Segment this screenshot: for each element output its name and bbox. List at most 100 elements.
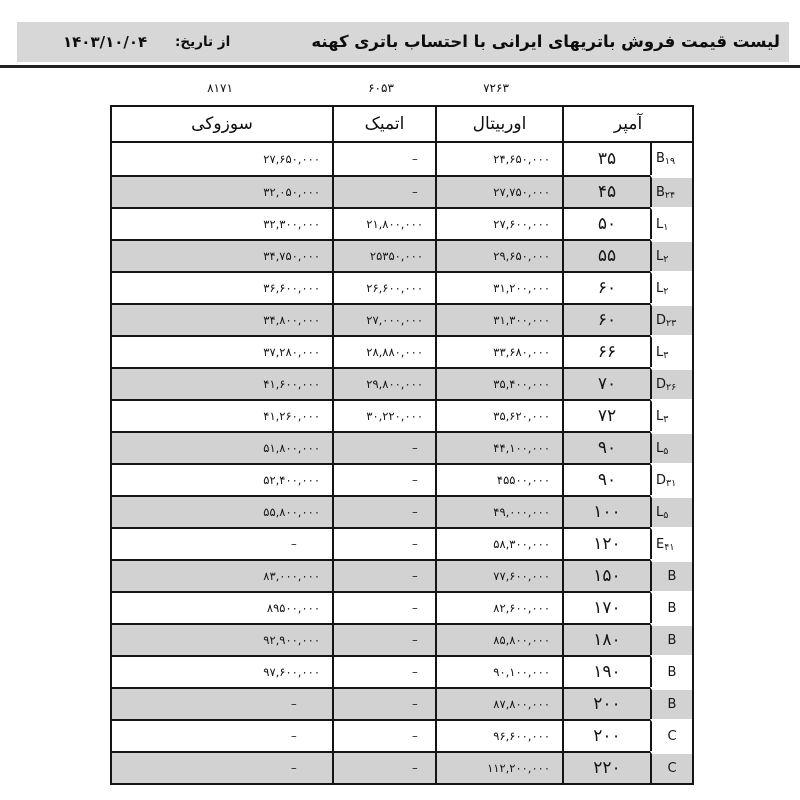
atomic-price-cell: – xyxy=(332,431,435,463)
table-row: B۱۹ ۳۵ ۲۴,۶۵۰,۰۰۰–۲۷,۶۵۰,۰۰۰ xyxy=(112,143,692,175)
battery-type-subscript: ۳ xyxy=(663,413,669,425)
battery-type-cell: L۵ xyxy=(650,495,692,527)
amp-value-cell: ۱۵۰ xyxy=(562,559,650,591)
table-row: B ۱۸۰ ۸۵,۸۰۰,۰۰۰–۹۲,۹۰۰,۰۰۰ xyxy=(112,623,692,655)
battery-type-subscript: ۱۹ xyxy=(664,156,676,167)
table-row: C ۲۲۰ ۱۱۲,۲۰۰,۰۰۰– – xyxy=(112,751,692,783)
battery-type-label: D۳۱ xyxy=(656,472,677,489)
table-row: B ۱۵۰ ۷۷,۶۰۰,۰۰۰–۸۳,۰۰۰,۰۰۰ xyxy=(112,559,692,591)
orbital-price-cell: ۹۰,۱۰۰,۰۰۰ xyxy=(435,655,562,687)
atomic-price-cell: – xyxy=(332,527,435,559)
orbital-column-code: ۷۲۶۳ xyxy=(483,81,509,95)
battery-type-subscript: ۲۴ xyxy=(664,189,676,201)
amp-value-cell: ۲۲۰ xyxy=(562,751,650,783)
battery-type-cell: L۵ xyxy=(650,431,692,463)
orbital-price-cell: ۵۸,۳۰۰,۰۰۰ xyxy=(435,527,562,559)
suzuki-column-code: ۸۱۷۱ xyxy=(207,81,233,95)
suzuki-price-cell: ۳۲,۰۵۰,۰۰۰ xyxy=(112,175,332,207)
suzuki-price-cell: – xyxy=(112,527,332,559)
battery-type-label: D۲۶ xyxy=(656,376,677,393)
table-row: L۳ ۷۲ ۳۵,۶۲۰,۰۰۰ ۳۰,۲۲۰,۰۰۰ ۴۱,۲۶۰,۰۰۰ xyxy=(112,399,692,431)
battery-type-cell: L۳ xyxy=(650,335,692,367)
battery-type-cell: L۲ xyxy=(650,271,692,303)
amp-value-cell: ۳۵ xyxy=(562,143,650,175)
amp-value-cell: ۵۰ xyxy=(562,207,650,239)
amp-value-cell: ۲۰۰ xyxy=(562,719,650,751)
orbital-price-cell: ۳۱,۲۰۰,۰۰۰ xyxy=(435,271,562,303)
header-divider xyxy=(0,65,800,68)
atomic-price-cell: – xyxy=(332,623,435,655)
atomic-price-cell: – xyxy=(332,495,435,527)
orbital-price-cell: ۸۵,۸۰۰,۰۰۰ xyxy=(435,623,562,655)
suzuki-price-cell: ۳۲,۳۰۰,۰۰۰ xyxy=(112,207,332,239)
table-row: D۲۶ ۷۰ ۳۵,۴۰۰,۰۰۰ ۲۹,۸۰۰,۰۰۰ ۴۱,۶۰۰,۰۰۰ xyxy=(112,367,692,399)
price-table: آمپر اوربیتال اتمیک سوزوکی B۱۹ ۳۵ ۲۴,۶۵۰,۰… xyxy=(110,105,694,785)
atomic-price-cell: ۲۹,۸۰۰,۰۰۰ xyxy=(332,367,435,399)
battery-type-label: L۲ xyxy=(656,280,669,297)
atomic-price-cell: – xyxy=(332,655,435,687)
battery-type-cell: L۳ xyxy=(650,399,692,431)
table-row: L۲ ۵۵ ۲۹,۶۵۰,۰۰۰ ۲۵۳۵۰,۰۰۰ ۳۴,۷۵۰,۰۰۰ xyxy=(112,239,692,271)
orbital-price-cell: ۸۲,۶۰۰,۰۰۰ xyxy=(435,591,562,623)
atomic-price-cell: ۲۶,۶۰۰,۰۰۰ xyxy=(332,271,435,303)
suzuki-price-cell: ۸۳,۰۰۰,۰۰۰ xyxy=(112,559,332,591)
amp-value-cell: ۶۰ xyxy=(562,271,650,303)
suzuki-price-cell: ۴۱,۲۶۰,۰۰۰ xyxy=(112,399,332,431)
battery-type-label: B xyxy=(667,697,677,712)
orbital-price-cell: ۳۱,۳۰۰,۰۰۰ xyxy=(435,303,562,335)
suzuki-price-cell: ۵۱,۸۰۰,۰۰۰ xyxy=(112,431,332,463)
battery-type-cell: B xyxy=(650,591,692,623)
amp-value-cell: ۶۰ xyxy=(562,303,650,335)
atomic-price-cell: ۳۰,۲۲۰,۰۰۰ xyxy=(332,399,435,431)
amp-value-cell: ۴۵ xyxy=(562,175,650,207)
atomic-price-cell: ۲۵۳۵۰,۰۰۰ xyxy=(332,239,435,271)
amp-value-cell: ۱۸۰ xyxy=(562,623,650,655)
battery-type-label: L۳ xyxy=(656,344,669,361)
table-header-row: آمپر اوربیتال اتمیک سوزوکی xyxy=(112,107,692,143)
atomic-price-cell: ۲۱,۸۰۰,۰۰۰ xyxy=(332,207,435,239)
battery-type-label: C xyxy=(667,761,677,776)
atomic-price-cell: – xyxy=(332,143,435,175)
battery-type-subscript: ۲۳ xyxy=(666,317,677,329)
atomic-price-cell: ۲۷,۰۰۰,۰۰۰ xyxy=(332,303,435,335)
column-header-atomic: اتمیک xyxy=(332,107,435,143)
suzuki-price-cell: ۳۴,۷۵۰,۰۰۰ xyxy=(112,239,332,271)
battery-type-cell: D۳۱ xyxy=(650,463,692,495)
battery-type-subscript: ۴۱ xyxy=(664,541,675,553)
battery-type-label: B xyxy=(667,665,677,680)
column-header-orbital: اوربیتال xyxy=(435,107,562,143)
atomic-price-cell: – xyxy=(332,751,435,783)
table-row: L۱ ۵۰ ۲۷,۶۰۰,۰۰۰ ۲۱,۸۰۰,۰۰۰ ۳۲,۳۰۰,۰۰۰ xyxy=(112,207,692,239)
battery-type-cell: L۲ xyxy=(650,239,692,271)
suzuki-price-cell: ۵۲,۴۰۰,۰۰۰ xyxy=(112,463,332,495)
battery-type-label: C xyxy=(667,729,677,744)
suzuki-price-cell: ۵۵,۸۰۰,۰۰۰ xyxy=(112,495,332,527)
atomic-price-cell: – xyxy=(332,719,435,751)
orbital-price-cell: ۴۴,۱۰۰,۰۰۰ xyxy=(435,431,562,463)
amp-value-cell: ۵۵ xyxy=(562,239,650,271)
battery-type-label: L۲ xyxy=(656,248,669,265)
table-row: B۲۴ ۴۵ ۲۷,۷۵۰,۰۰۰–۳۲,۰۵۰,۰۰۰ xyxy=(112,175,692,207)
atomic-price-cell: – xyxy=(332,591,435,623)
battery-type-label: L۳ xyxy=(656,408,669,425)
amp-value-cell: ۱۹۰ xyxy=(562,655,650,687)
battery-type-label: B xyxy=(667,569,677,584)
suzuki-price-cell: – xyxy=(112,719,332,751)
table-row: C ۲۰۰ ۹۶,۶۰۰,۰۰۰– – xyxy=(112,719,692,751)
battery-type-label: B۲۴ xyxy=(656,184,676,201)
amp-value-cell: ۱۰۰ xyxy=(562,495,650,527)
suzuki-price-cell: ۲۷,۶۵۰,۰۰۰ xyxy=(112,143,332,175)
amp-value-cell: ۱۷۰ xyxy=(562,591,650,623)
orbital-price-cell: ۳۳,۶۸۰,۰۰۰ xyxy=(435,335,562,367)
table-row: D۲۳ ۶۰ ۳۱,۳۰۰,۰۰۰ ۲۷,۰۰۰,۰۰۰ ۳۴,۸۰۰,۰۰۰ xyxy=(112,303,692,335)
suzuki-price-cell: – xyxy=(112,687,332,719)
battery-type-cell: C xyxy=(650,751,692,783)
amp-value-cell: ۷۲ xyxy=(562,399,650,431)
battery-type-subscript: ۲ xyxy=(663,285,669,297)
date-label: از تاریخ: xyxy=(175,34,231,50)
battery-type-cell: B xyxy=(650,655,692,687)
amp-value-cell: ۷۰ xyxy=(562,367,650,399)
table-row: B ۱۷۰ ۸۲,۶۰۰,۰۰۰–۸۹۵۰۰,۰۰۰ xyxy=(112,591,692,623)
atomic-price-cell: ۲۸,۸۸۰,۰۰۰ xyxy=(332,335,435,367)
